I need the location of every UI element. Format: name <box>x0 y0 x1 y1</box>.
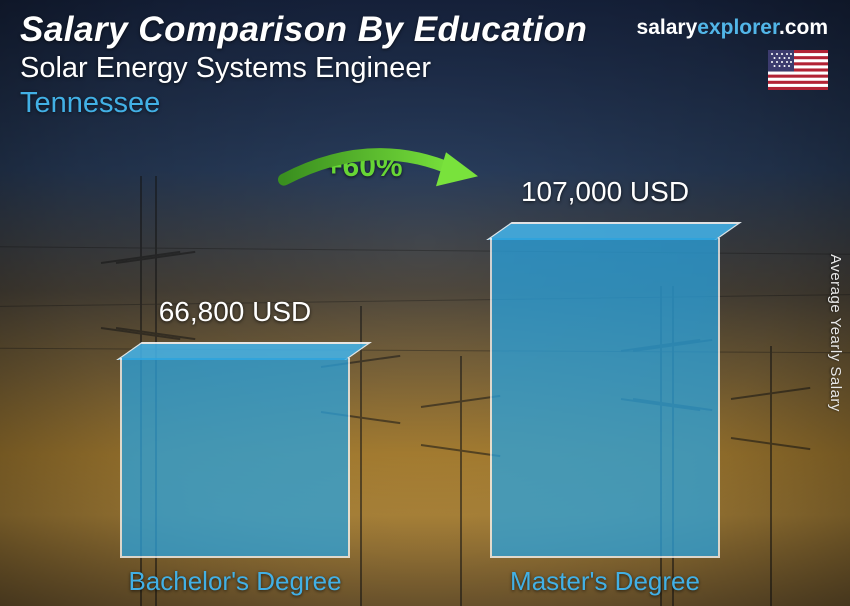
brand-block: salaryexplorer.com <box>637 16 828 90</box>
brand-part1: salary <box>637 16 698 39</box>
page-title: Salary Comparison By Education <box>20 10 587 50</box>
bar-body-1 <box>490 238 720 558</box>
bar-value-1: 107,000 USD <box>490 176 720 208</box>
bar-value-0: 66,800 USD <box>120 296 350 328</box>
brand-logo-text: salaryexplorer.com <box>637 16 828 40</box>
title-block: Salary Comparison By Education Solar Ene… <box>20 10 587 120</box>
bar-body-0 <box>120 358 350 558</box>
bar-1: 107,000 USDMaster's Degree <box>490 222 720 558</box>
infographic-canvas: Salary Comparison By Education Solar Ene… <box>0 0 850 606</box>
salary-bar-chart: 66,800 USDBachelor's Degree 107,000 USDMa… <box>60 158 800 558</box>
us-flag-icon <box>768 50 828 90</box>
bar-0: 66,800 USDBachelor's Degree <box>120 342 350 558</box>
bar-label-1: Master's Degree <box>467 566 743 597</box>
page-location: Tennessee <box>20 87 587 120</box>
change-arrow-icon <box>272 140 492 212</box>
brand-part2: explorer <box>697 16 779 39</box>
page-subtitle: Solar Energy Systems Engineer <box>20 52 587 85</box>
y-axis-label: Average Yearly Salary <box>827 254 844 412</box>
brand-part3: .com <box>779 16 828 39</box>
bar-label-0: Bachelor's Degree <box>97 566 373 597</box>
